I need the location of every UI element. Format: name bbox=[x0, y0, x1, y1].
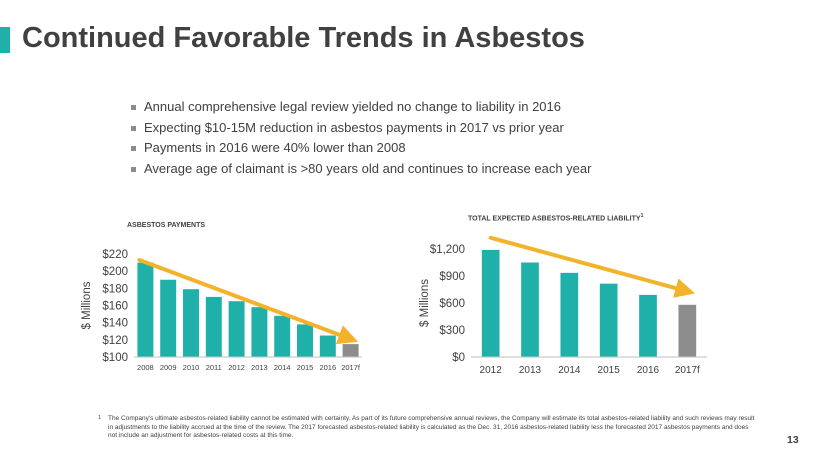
y-tick-label: $120 bbox=[102, 335, 128, 347]
x-tick-label: 2013 bbox=[251, 363, 268, 372]
bar bbox=[160, 279, 177, 357]
x-tick-label: 2014 bbox=[558, 365, 581, 376]
bar-forecast bbox=[342, 344, 359, 357]
bullet-text: Expecting $10-15M reduction in asbestos … bbox=[144, 119, 564, 135]
y-tick-label: $0 bbox=[452, 352, 465, 364]
asbestos-payments-chart: $ Millions $100 $120 $140 $160 $180 $200 $220 20… bbox=[81, 249, 362, 372]
bar-forecast bbox=[678, 304, 697, 357]
bullet-square-icon bbox=[131, 166, 136, 172]
bullet-item: Expecting $10-15M reduction in asbestos … bbox=[131, 118, 591, 139]
liability-chart-title-footnote-marker: 1 bbox=[640, 213, 644, 219]
bullet-text: Annual comprehensive legal review yielde… bbox=[144, 99, 561, 114]
bar bbox=[137, 262, 154, 357]
x-tick-label: 2013 bbox=[519, 365, 542, 376]
y-tick-label: $300 bbox=[439, 325, 465, 337]
bar bbox=[183, 289, 199, 357]
x-tick-label: 2009 bbox=[160, 363, 177, 372]
x-tick-label: 2012 bbox=[480, 365, 503, 376]
bar bbox=[228, 301, 245, 357]
y-axis-label: $ Millions bbox=[81, 281, 93, 329]
x-tick-label: 2016 bbox=[319, 363, 336, 372]
page-number: 13 bbox=[787, 434, 799, 446]
bullet-item: Average age of claimant is >80 years old… bbox=[131, 159, 591, 180]
x-tick-label: 2015 bbox=[598, 365, 621, 376]
x-tick-label: 2016 bbox=[637, 365, 660, 376]
bar bbox=[599, 283, 618, 357]
x-tick-label: 2014 bbox=[274, 363, 291, 372]
bullet-text: Payments in 2016 were 40% lower than 200… bbox=[144, 140, 406, 155]
bar bbox=[205, 296, 222, 357]
bar bbox=[251, 307, 268, 357]
bullet-text: Average age of claimant is >80 years old… bbox=[144, 160, 592, 176]
x-tick-label: 2017f bbox=[341, 363, 361, 372]
y-axis-label: $ Millions bbox=[419, 279, 431, 327]
bullet-square-icon bbox=[131, 105, 136, 110]
footnote: 1 The Company's ultimate asbestos-relate… bbox=[98, 415, 756, 441]
bar bbox=[319, 335, 336, 357]
x-tick-label: 2015 bbox=[297, 363, 314, 372]
x-tick-label: 2012 bbox=[228, 363, 245, 372]
page-title: Continued Favorable Trends in Asbestos bbox=[22, 22, 585, 54]
asbestos-payments-chart-title: ASBESTOS PAYMENTS bbox=[127, 222, 206, 229]
bullet-square-icon bbox=[131, 146, 136, 151]
bullet-list: Annual comprehensive legal review yielde… bbox=[131, 97, 591, 179]
liability-chart: $ Millions $0 $300 $600 $900 $1,200 2012 2013 20… bbox=[419, 235, 707, 376]
footnote-text: The Company's ultimate asbestos-related … bbox=[108, 415, 755, 440]
y-tick-label: $1,200 bbox=[430, 244, 465, 256]
y-tick-label: $100 bbox=[102, 352, 128, 364]
y-tick-label: $600 bbox=[439, 298, 465, 310]
trend-arrow bbox=[137, 258, 359, 345]
liability-chart-title: TOTAL EXPECTED ASBESTOS-RELATED LIABILIT… bbox=[468, 213, 643, 222]
bullet-square-icon bbox=[131, 125, 136, 131]
bar bbox=[521, 262, 539, 357]
x-tick-label: 2008 bbox=[137, 363, 154, 372]
title-accent-bar bbox=[0, 27, 10, 53]
bar bbox=[481, 249, 500, 357]
bullet-item: Payments in 2016 were 40% lower than 200… bbox=[131, 138, 591, 159]
bar bbox=[274, 315, 291, 357]
bullet-item: Annual comprehensive legal review yielde… bbox=[131, 97, 591, 118]
bar bbox=[639, 294, 657, 357]
x-tick-label: 2010 bbox=[183, 363, 200, 372]
y-tick-label: $900 bbox=[439, 271, 465, 283]
bar bbox=[297, 324, 313, 357]
y-tick-label: $220 bbox=[102, 249, 128, 261]
liability-chart-title-text: TOTAL EXPECTED ASBESTOS-RELATED LIABILIT… bbox=[468, 215, 641, 223]
y-tick-label: $180 bbox=[102, 283, 128, 295]
footnote-marker: 1 bbox=[98, 415, 102, 421]
trend-arrow bbox=[488, 235, 696, 298]
y-tick-label: $200 bbox=[102, 266, 128, 278]
x-tick-label: 2017f bbox=[675, 365, 700, 376]
y-tick-label: $160 bbox=[102, 301, 128, 313]
x-tick-label: 2011 bbox=[206, 363, 222, 372]
y-tick-label: $140 bbox=[102, 318, 128, 330]
bar bbox=[560, 272, 579, 357]
